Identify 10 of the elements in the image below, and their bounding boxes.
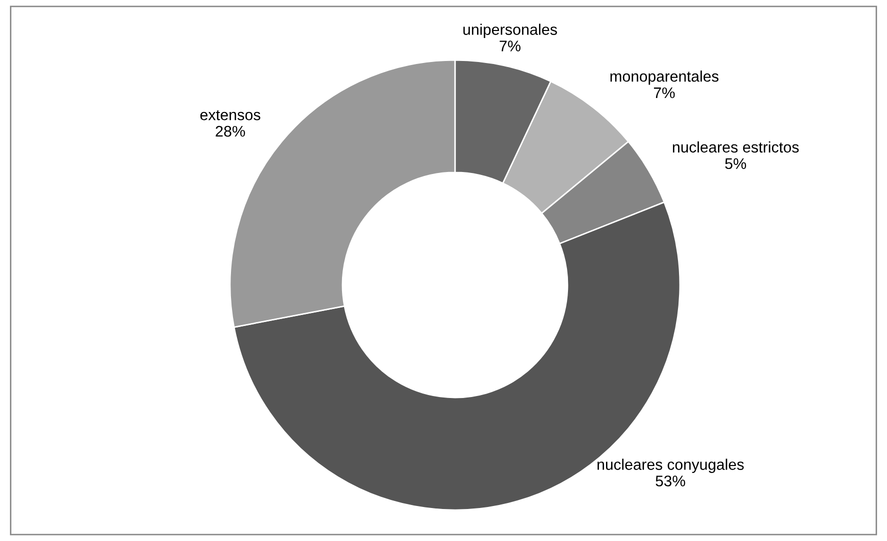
slice-label: nucleares conyugales xyxy=(598,458,744,473)
data-label: 7% xyxy=(500,40,520,52)
data-label: 7% xyxy=(654,87,675,98)
data-label: 53% xyxy=(656,476,686,486)
slice-label: unipersonales xyxy=(463,24,557,38)
data-label: 28% xyxy=(216,126,246,137)
slice-label: extensos xyxy=(200,110,260,120)
slice-label: nucleares estrictos xyxy=(672,141,799,153)
data-label: 5% xyxy=(725,158,746,170)
slice-label: monoparentales xyxy=(610,70,718,85)
